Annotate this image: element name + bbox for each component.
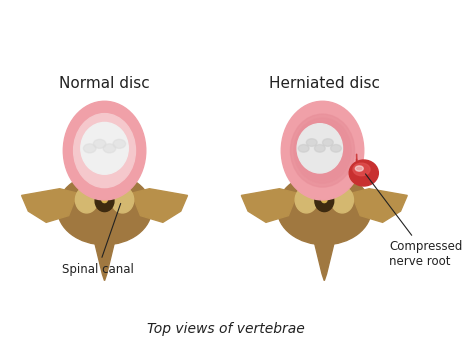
Ellipse shape	[64, 101, 146, 200]
Ellipse shape	[295, 187, 318, 213]
Ellipse shape	[75, 187, 98, 213]
Polygon shape	[241, 189, 297, 222]
Ellipse shape	[330, 144, 341, 152]
Ellipse shape	[73, 114, 136, 187]
Text: Compressed
nerve root: Compressed nerve root	[365, 174, 463, 268]
Ellipse shape	[291, 114, 355, 187]
Polygon shape	[22, 189, 78, 222]
Ellipse shape	[322, 139, 333, 146]
Ellipse shape	[297, 122, 348, 179]
Polygon shape	[314, 222, 334, 281]
Polygon shape	[351, 189, 407, 222]
Polygon shape	[131, 189, 188, 222]
Ellipse shape	[297, 124, 343, 173]
Ellipse shape	[355, 166, 364, 171]
Ellipse shape	[57, 173, 152, 245]
Ellipse shape	[93, 140, 106, 148]
Ellipse shape	[315, 190, 334, 212]
Ellipse shape	[102, 197, 107, 203]
Ellipse shape	[298, 144, 309, 152]
Ellipse shape	[314, 144, 325, 152]
Ellipse shape	[306, 139, 317, 146]
Ellipse shape	[353, 163, 370, 176]
Ellipse shape	[103, 144, 116, 153]
Ellipse shape	[83, 144, 96, 153]
Polygon shape	[95, 222, 114, 281]
Ellipse shape	[322, 197, 327, 203]
Ellipse shape	[111, 187, 134, 213]
Text: Normal disc: Normal disc	[59, 76, 150, 91]
Ellipse shape	[294, 118, 351, 183]
Ellipse shape	[113, 140, 126, 148]
Ellipse shape	[349, 160, 378, 186]
Text: Herniated disc: Herniated disc	[269, 76, 380, 91]
Text: Top views of vertebrae: Top views of vertebrae	[147, 322, 304, 335]
Ellipse shape	[95, 190, 114, 212]
Ellipse shape	[281, 101, 364, 200]
Ellipse shape	[277, 173, 372, 245]
Ellipse shape	[331, 187, 354, 213]
Ellipse shape	[81, 122, 128, 174]
Text: Spinal canal: Spinal canal	[62, 203, 134, 276]
